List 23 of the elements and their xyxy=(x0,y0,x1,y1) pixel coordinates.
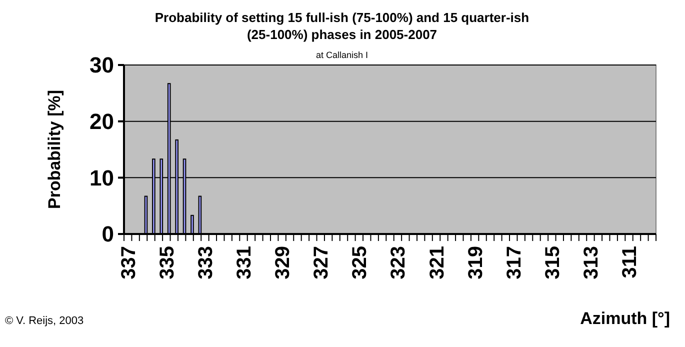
chart-subtitle: at Callanish I xyxy=(316,50,368,60)
y-tick-label: 0 xyxy=(102,222,114,247)
x-tick-label: 333 xyxy=(194,246,217,280)
chart-title: Probability of setting 15 full-ish (75-100%) and 15 quarter-ish (25-100%) phases in 2005-2007 xyxy=(154,10,530,42)
x-tick-label: 313 xyxy=(580,246,602,280)
x-tick-label: 335 xyxy=(156,246,178,280)
text: © V. Reijs, 2003 xyxy=(5,315,84,327)
x-tick-label: 331 xyxy=(234,246,256,280)
x-tick-label: 323 xyxy=(388,246,410,280)
y-tick-label: 30 xyxy=(90,52,114,78)
y-tick-label: 20 xyxy=(90,109,114,134)
x-tick-label: 321 xyxy=(426,246,448,280)
x-tick-label: 311 xyxy=(619,246,642,278)
x-tick-label: 317 xyxy=(503,246,526,280)
x-tick-label: 319 xyxy=(464,246,487,280)
x-tick-label: 337 xyxy=(118,246,140,280)
x-axis-title: Azimuth [°] xyxy=(580,309,670,328)
x-tick-label: 315 xyxy=(542,246,564,280)
x-tick-label: 329 xyxy=(272,246,294,280)
y-tick-label: 10 xyxy=(90,165,114,190)
x-tick-label: 325 xyxy=(349,246,372,280)
x-tick-label: 327 xyxy=(310,246,333,280)
y-axis-title: Probability [%] xyxy=(45,90,64,210)
